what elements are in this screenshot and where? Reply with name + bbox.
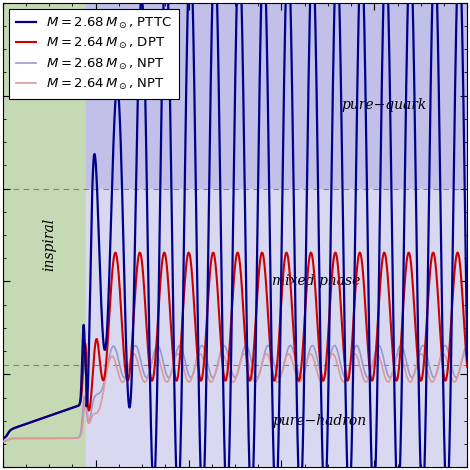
- Bar: [86, 365, 467, 467]
- Bar: [86, 3, 467, 188]
- Bar: [3, 3, 86, 467]
- Legend: $M = 2.68\,M_\odot$, PTTC, $M = 2.64\,M_\odot$, DPT, $M = 2.68\,M_\odot$, NPT, $: $M = 2.68\,M_\odot$, PTTC, $M = 2.64\,M_…: [9, 9, 179, 99]
- Text: pure−quark: pure−quark: [342, 98, 427, 112]
- Text: inspiral: inspiral: [42, 218, 56, 271]
- Text: pure−hadron: pure−hadron: [272, 414, 366, 428]
- Text: mixed phase: mixed phase: [272, 274, 360, 289]
- Bar: [86, 188, 467, 365]
